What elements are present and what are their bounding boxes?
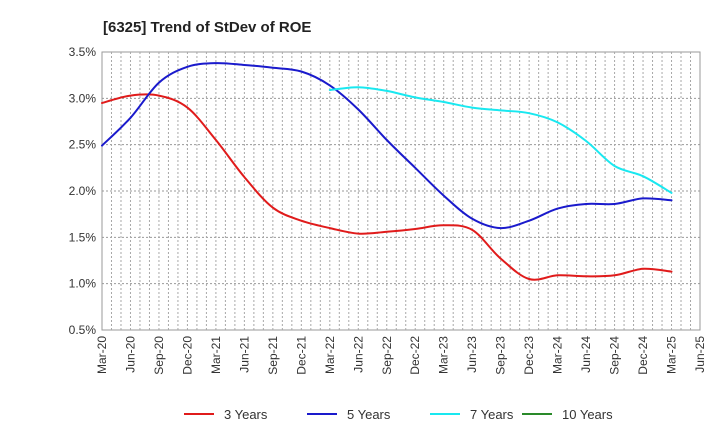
x-tick-label: Jun-24 [579, 336, 593, 373]
x-tick-label: Sep-22 [380, 336, 394, 375]
x-tick-label: Jun-23 [465, 336, 479, 373]
x-tick-label: Mar-24 [551, 336, 565, 374]
legend-label: 3 Years [224, 407, 268, 422]
series-layer [101, 62, 673, 281]
x-tick-label: Dec-24 [636, 336, 650, 375]
x-axis: Mar-20 Jun-20 Sep-20 Dec-20 Mar-21 Jun-21 Sep-… [95, 336, 707, 375]
x-tick-label: Sep-23 [494, 336, 508, 375]
y-tick-label: 3.0% [69, 91, 97, 105]
x-tick-label: Sep-20 [152, 336, 166, 375]
series-line-0 [101, 93, 673, 281]
x-tick-label: Jun-25 [693, 336, 707, 373]
x-tick-label: Dec-23 [522, 336, 536, 375]
x-tick-label: Jun-21 [237, 336, 251, 373]
x-tick-label: Dec-22 [408, 336, 422, 375]
x-tick-label: Mar-20 [95, 336, 109, 374]
y-tick-label: 1.0% [69, 277, 97, 291]
x-tick-label: Jun-20 [123, 336, 137, 373]
x-tick-label: Dec-20 [180, 336, 194, 375]
x-tick-label: Mar-22 [323, 336, 337, 374]
x-tick-label: Mar-21 [209, 336, 223, 374]
legend-label: 5 Years [347, 407, 391, 422]
y-tick-label: 3.5% [69, 45, 97, 59]
legend: 3 Years 5 Years 7 Years 10 Years [184, 407, 613, 422]
y-tick-label: 1.5% [69, 230, 97, 244]
legend-label: 7 Years [470, 407, 514, 422]
x-tick-label: Dec-21 [294, 336, 308, 375]
legend-label: 10 Years [562, 407, 613, 422]
x-tick-label: Mar-25 [665, 336, 679, 374]
chart-title: [6325] Trend of StDev of ROE [103, 19, 311, 36]
series-line-2 [328, 86, 673, 194]
y-tick-label: 2.0% [69, 184, 97, 198]
x-tick-label: Sep-21 [266, 336, 280, 375]
plot-area [101, 51, 701, 331]
x-tick-label: Mar-23 [437, 336, 451, 374]
y-tick-label: 0.5% [69, 323, 97, 337]
x-tick-label: Sep-24 [608, 336, 622, 375]
x-tick-label: Jun-22 [351, 336, 365, 373]
y-tick-label: 2.5% [69, 138, 97, 152]
series-line-1 [101, 62, 673, 230]
y-axis: 0.5% 1.0% 1.5% 2.0% 2.5% 3.0% 3.5% [69, 45, 97, 337]
